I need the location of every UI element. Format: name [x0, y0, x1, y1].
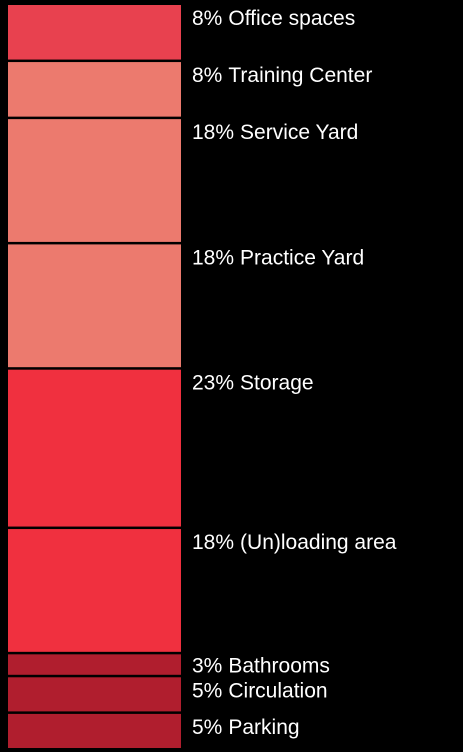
segment: [8, 369, 181, 527]
value-label: 18%: [192, 121, 234, 144]
segment: [8, 654, 181, 675]
segment: [8, 529, 181, 652]
segment: [8, 677, 181, 712]
value-label: 5%: [192, 715, 222, 738]
category-label: Parking: [228, 715, 299, 738]
segment-label: 18% Service Yard: [192, 121, 358, 144]
value-label: 23%: [192, 371, 234, 394]
value-label: 8%: [192, 7, 222, 30]
segment-label: 8% Training Center: [192, 64, 372, 87]
segment-label: 3% Bathrooms: [192, 654, 330, 677]
segment: [8, 244, 181, 368]
segment: [8, 62, 181, 117]
category-label: (Un)loading area: [240, 531, 397, 554]
value-label: 5%: [192, 679, 222, 702]
value-label: 3%: [192, 654, 222, 677]
value-label: 18%: [192, 246, 234, 269]
segment: [8, 119, 181, 242]
segment-label: 18% Practice Yard: [192, 246, 364, 269]
category-label: Storage: [240, 371, 314, 394]
value-label: 18%: [192, 531, 234, 554]
category-label: Bathrooms: [228, 654, 330, 677]
category-label: Service Yard: [240, 121, 358, 144]
segment: [8, 713, 181, 748]
segment: [8, 5, 181, 60]
category-label: Circulation: [228, 679, 327, 702]
segment-label: 8% Office spaces: [192, 7, 355, 30]
category-label: Office spaces: [228, 7, 355, 30]
segment-label: 18% (Un)loading area: [192, 531, 397, 554]
segment-label: 23% Storage: [192, 371, 314, 394]
segment-label: 5% Parking: [192, 715, 300, 738]
value-label: 8%: [192, 64, 222, 87]
category-label: Practice Yard: [240, 246, 364, 269]
segment-label: 5% Circulation: [192, 679, 328, 702]
category-label: Training Center: [228, 64, 372, 87]
